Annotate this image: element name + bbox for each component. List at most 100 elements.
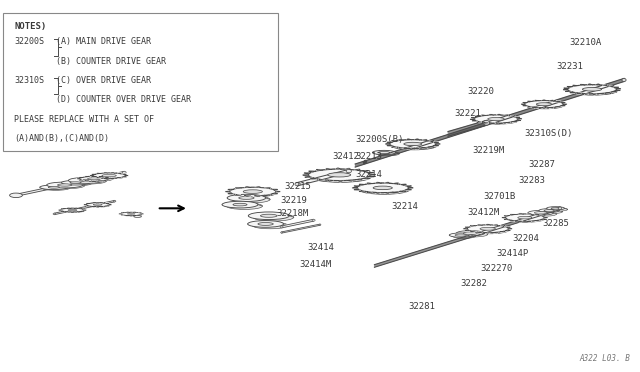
Polygon shape	[356, 179, 362, 180]
Polygon shape	[92, 176, 96, 177]
Polygon shape	[493, 232, 498, 233]
Polygon shape	[345, 169, 351, 170]
Polygon shape	[556, 106, 561, 107]
Ellipse shape	[231, 188, 277, 197]
Ellipse shape	[47, 182, 83, 188]
Polygon shape	[415, 148, 419, 149]
Polygon shape	[612, 91, 617, 92]
Polygon shape	[122, 176, 126, 177]
Polygon shape	[506, 230, 510, 231]
Polygon shape	[367, 183, 372, 184]
Polygon shape	[354, 169, 360, 170]
Polygon shape	[79, 177, 83, 178]
Polygon shape	[606, 92, 611, 93]
Polygon shape	[482, 115, 486, 116]
Polygon shape	[527, 221, 532, 222]
Ellipse shape	[230, 187, 276, 196]
Ellipse shape	[61, 208, 84, 212]
Ellipse shape	[61, 180, 90, 185]
Polygon shape	[393, 183, 398, 184]
Polygon shape	[362, 171, 368, 172]
Ellipse shape	[525, 100, 563, 108]
Ellipse shape	[536, 103, 552, 106]
Text: 32215: 32215	[285, 182, 312, 190]
Polygon shape	[92, 206, 96, 207]
FancyBboxPatch shape	[3, 13, 278, 151]
Polygon shape	[415, 148, 419, 149]
Polygon shape	[85, 180, 89, 181]
Polygon shape	[401, 184, 406, 185]
Ellipse shape	[93, 173, 125, 178]
Polygon shape	[510, 214, 515, 215]
Ellipse shape	[525, 100, 563, 108]
Polygon shape	[368, 176, 374, 177]
Polygon shape	[132, 215, 136, 216]
Polygon shape	[433, 142, 438, 143]
Polygon shape	[549, 107, 554, 108]
Polygon shape	[561, 105, 565, 106]
Polygon shape	[544, 217, 547, 218]
Polygon shape	[393, 192, 398, 193]
Polygon shape	[406, 148, 411, 149]
Ellipse shape	[68, 177, 104, 183]
Polygon shape	[319, 179, 324, 180]
Ellipse shape	[308, 169, 370, 180]
Polygon shape	[79, 177, 83, 178]
Polygon shape	[122, 174, 126, 175]
Polygon shape	[276, 191, 280, 192]
Polygon shape	[406, 186, 412, 187]
Ellipse shape	[88, 178, 100, 180]
Polygon shape	[510, 220, 515, 221]
Polygon shape	[422, 147, 427, 148]
Polygon shape	[228, 193, 234, 194]
Polygon shape	[345, 169, 351, 170]
Polygon shape	[510, 220, 515, 221]
Polygon shape	[406, 186, 412, 187]
Polygon shape	[385, 182, 390, 183]
Polygon shape	[518, 221, 523, 222]
Polygon shape	[354, 169, 360, 170]
Polygon shape	[111, 178, 115, 179]
Polygon shape	[117, 177, 121, 178]
Ellipse shape	[61, 208, 84, 212]
Polygon shape	[401, 190, 406, 192]
Polygon shape	[401, 190, 406, 192]
Polygon shape	[534, 214, 540, 215]
Ellipse shape	[85, 177, 113, 181]
Polygon shape	[588, 84, 592, 85]
Polygon shape	[493, 232, 498, 233]
Ellipse shape	[83, 176, 111, 180]
Polygon shape	[504, 115, 508, 116]
Polygon shape	[92, 176, 96, 177]
Polygon shape	[504, 216, 509, 217]
Polygon shape	[504, 115, 508, 116]
Polygon shape	[465, 227, 470, 228]
Polygon shape	[465, 227, 470, 228]
Polygon shape	[602, 85, 607, 86]
Ellipse shape	[547, 207, 564, 210]
Polygon shape	[615, 90, 620, 91]
Polygon shape	[90, 175, 93, 176]
Polygon shape	[564, 88, 569, 89]
Polygon shape	[376, 192, 381, 193]
Ellipse shape	[122, 171, 126, 173]
Polygon shape	[85, 176, 89, 177]
Ellipse shape	[390, 140, 436, 148]
Polygon shape	[485, 232, 490, 233]
Ellipse shape	[582, 87, 602, 91]
Polygon shape	[359, 184, 365, 185]
Polygon shape	[117, 173, 121, 174]
Text: 32210A: 32210A	[570, 38, 602, 47]
Text: 32281: 32281	[408, 302, 435, 311]
Polygon shape	[477, 232, 482, 233]
Polygon shape	[355, 78, 624, 167]
Ellipse shape	[86, 203, 109, 206]
Ellipse shape	[227, 194, 266, 202]
Polygon shape	[406, 189, 412, 190]
Text: 32220: 32220	[467, 87, 494, 96]
Polygon shape	[512, 121, 516, 122]
Polygon shape	[85, 180, 89, 181]
Polygon shape	[326, 169, 332, 170]
Polygon shape	[92, 174, 96, 175]
Polygon shape	[335, 168, 341, 169]
